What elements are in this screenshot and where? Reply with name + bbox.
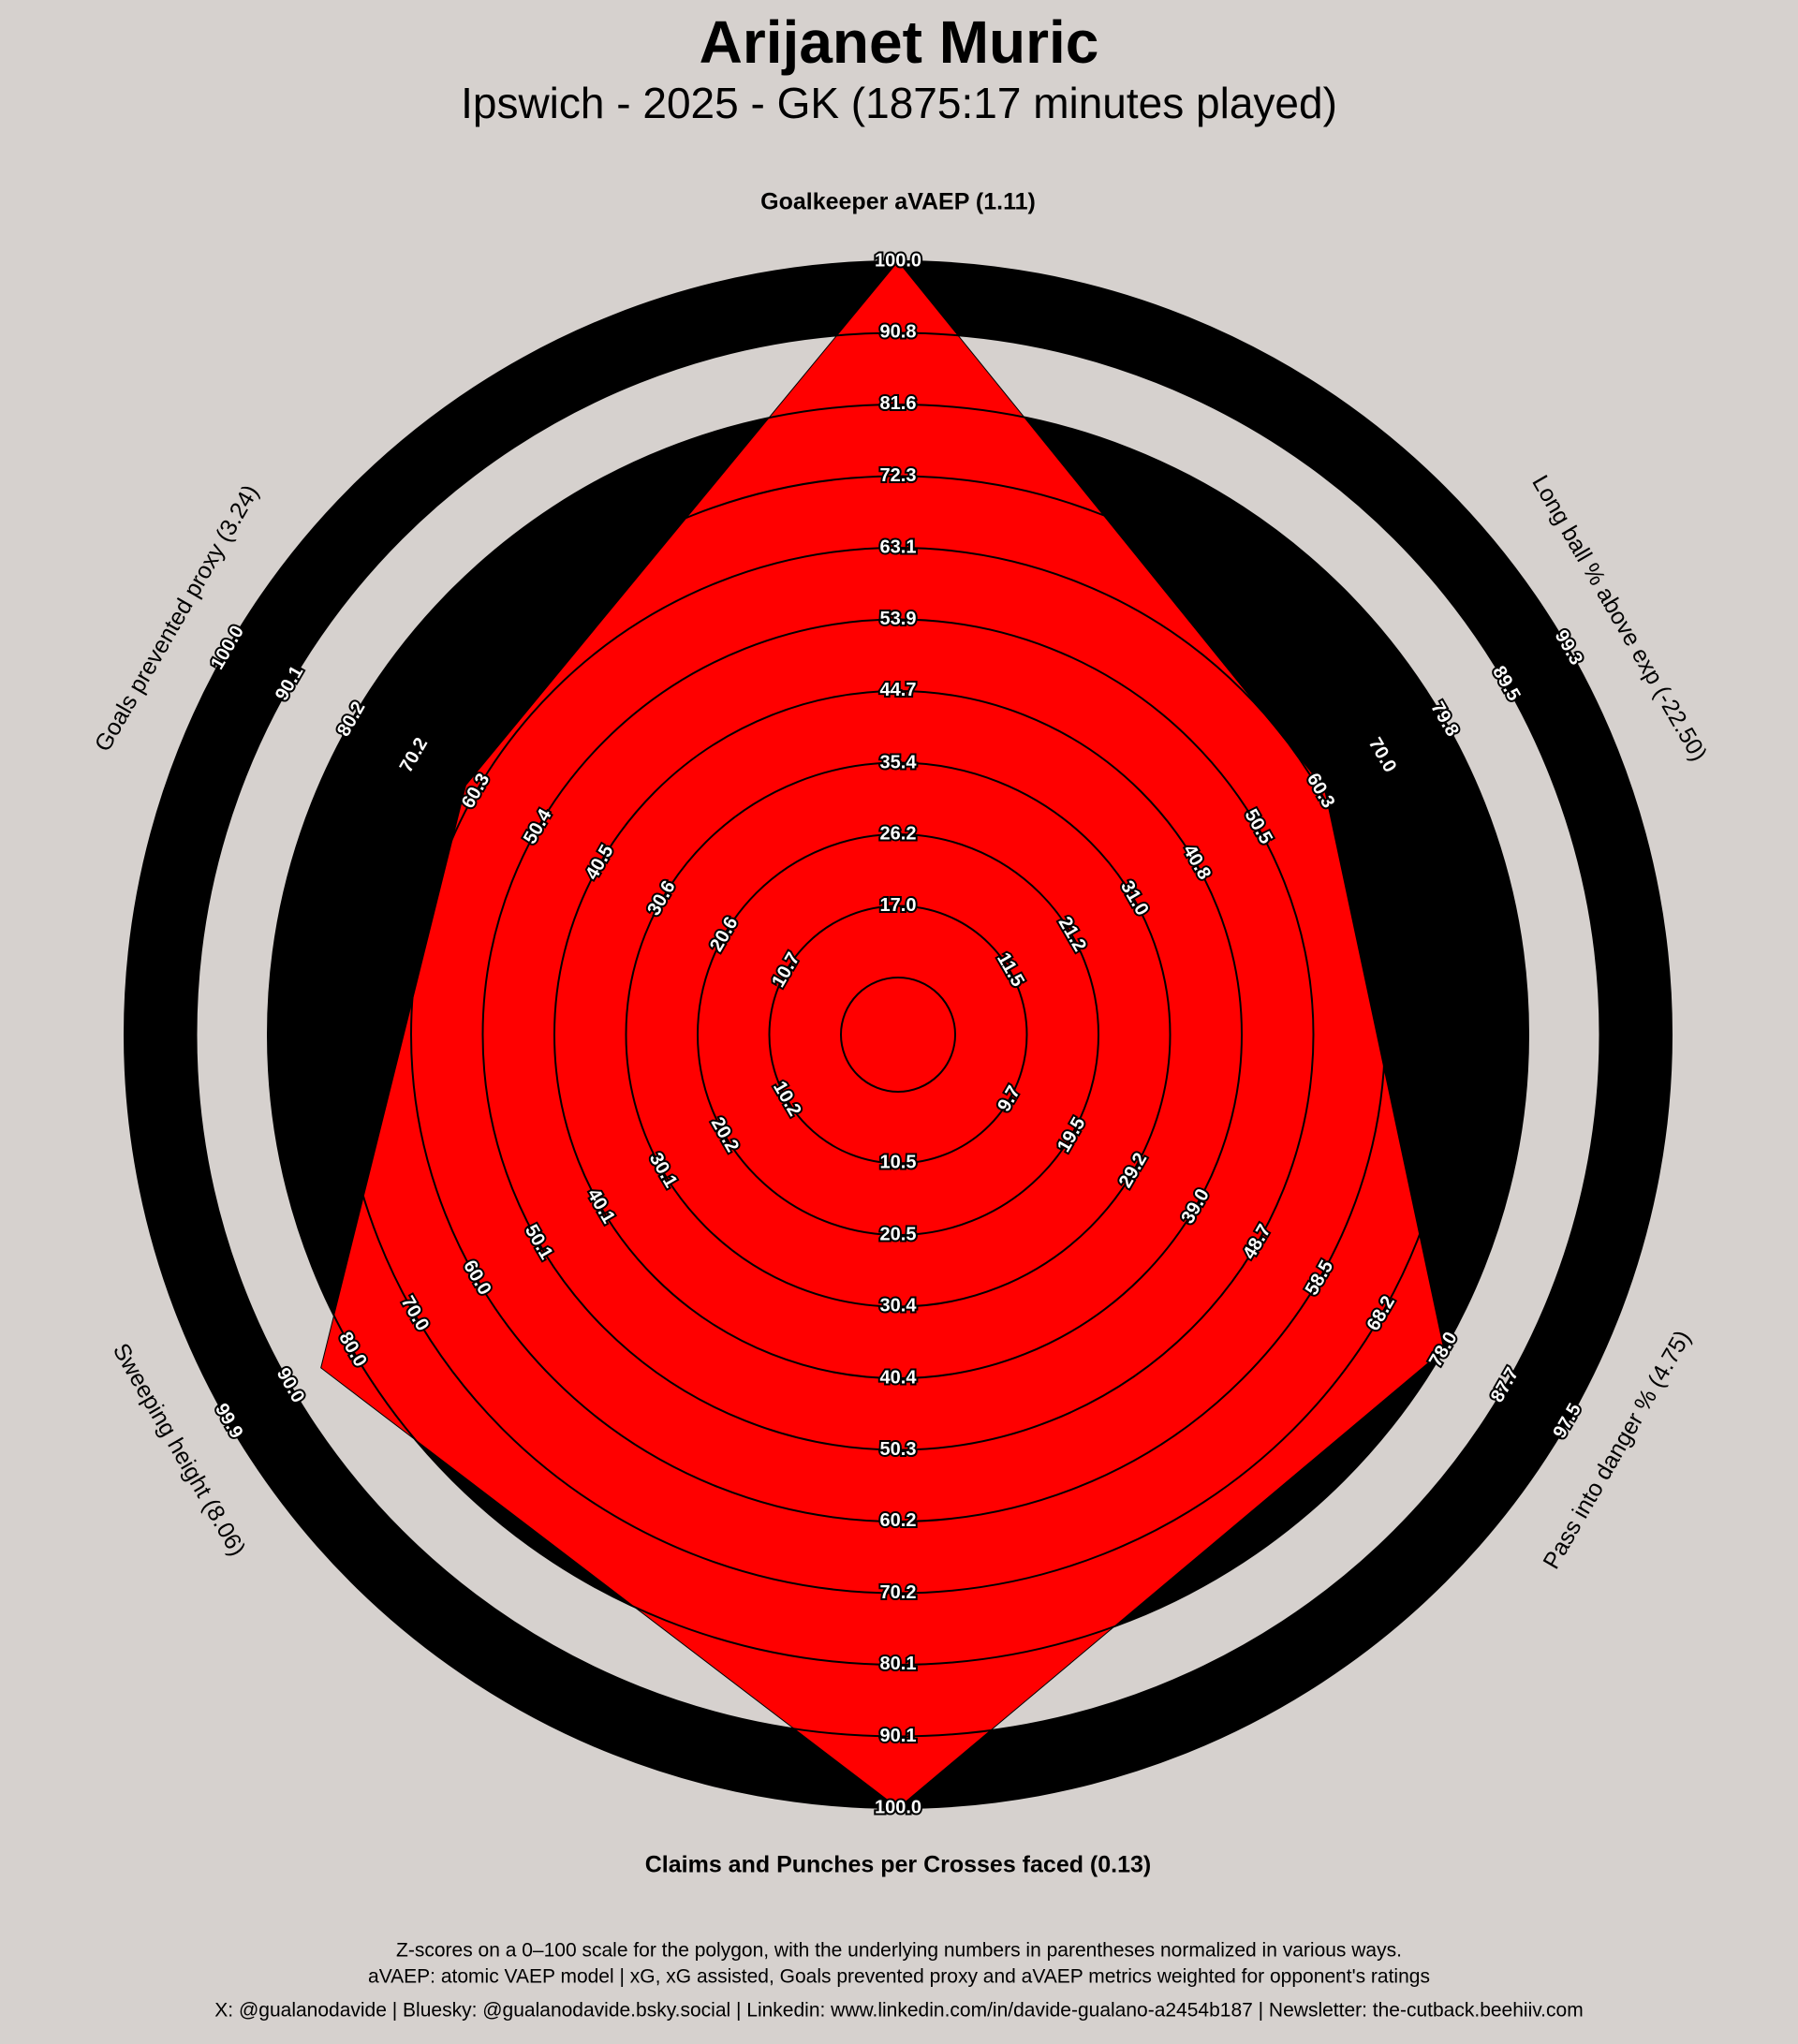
tick-label: 90.1 — [880, 1726, 917, 1746]
tick-label: 40.4 — [880, 1368, 918, 1389]
tick-label: 53.9 — [880, 609, 917, 629]
footnote: X: @gualanodavide | Bluesky: @gualanodav… — [214, 2000, 1583, 2022]
grid-ring — [697, 833, 1099, 1236]
footnote: Z-scores on a 0–100 scale for the polygo… — [396, 1940, 1402, 1962]
grid-ring — [124, 260, 1673, 1809]
grid-ring — [195, 331, 1601, 1738]
center-circle — [840, 977, 956, 1093]
tick-label: 63.1 — [880, 537, 917, 557]
grid-ring — [553, 690, 1243, 1379]
tick-label: 26.2 — [880, 824, 917, 845]
tick-label: 60.2 — [880, 1510, 917, 1531]
grid-ring — [338, 475, 1458, 1595]
tick-label: 81.6 — [880, 393, 917, 414]
tick-label: 70.2 — [880, 1582, 917, 1603]
tick-label: 80.1 — [880, 1654, 917, 1674]
chart-title: Arijanet Muric — [700, 8, 1099, 76]
tick-label: 35.4 — [880, 752, 918, 772]
tick-label: 50.3 — [880, 1439, 917, 1460]
axis-label: Claims and Punches per Crosses faced (0.… — [645, 1852, 1152, 1878]
tick-label: 10.5 — [880, 1152, 917, 1172]
tick-label: 44.7 — [880, 680, 917, 700]
radar: 17.0 26.2 35.4 44.7 53.9 63.1 72.3 81.6 90.8 100.… — [90, 189, 1713, 1878]
chart-subtitle: Ipswich - 2025 - GK (1875:17 minutes pla… — [461, 79, 1337, 127]
tick-label: 72.3 — [880, 465, 917, 486]
tick-label: 17.0 — [880, 895, 917, 916]
grid-ring — [267, 404, 1529, 1666]
tick-label: 20.5 — [880, 1224, 917, 1244]
grid-ring — [410, 547, 1386, 1522]
grid-ring — [768, 904, 1028, 1165]
tick-label: 100.0 — [875, 250, 921, 271]
grid-ring — [481, 618, 1315, 1451]
grid-ring — [625, 761, 1172, 1308]
tick-label: 30.4 — [880, 1296, 918, 1316]
footnote: aVAEP: atomic VAEP model | xG, xG assist… — [368, 1966, 1430, 1988]
tick-label: 100.0 — [875, 1797, 921, 1817]
axis-label: Goalkeeper aVAEP (1.11) — [760, 189, 1036, 215]
tick-label: 90.8 — [880, 322, 917, 343]
